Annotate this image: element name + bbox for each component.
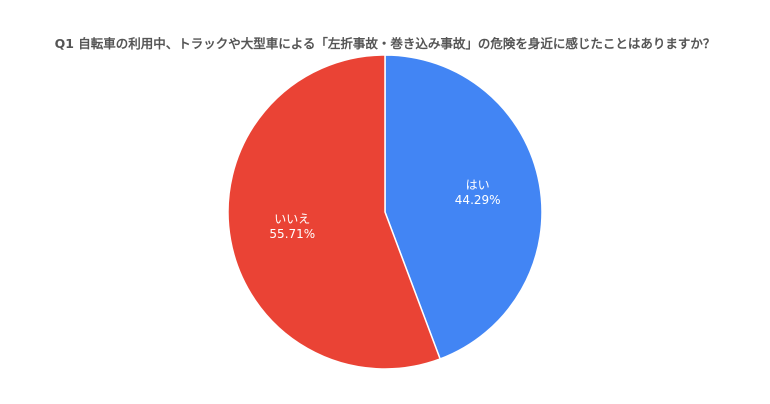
slice-value-label-2: 55.71% [269,227,315,241]
pie-slice-2 [227,54,442,370]
slice-value-label-1: 44.29% [455,193,501,207]
slice-label-1: はい [466,178,490,192]
slice-label-2: いいえ [274,212,310,226]
chart-title: Q1 自転車の利用中、トラックや大型車による「左折事故・巻き込み事故」の危険を身… [54,36,716,51]
pie-slice-1 [384,54,543,360]
